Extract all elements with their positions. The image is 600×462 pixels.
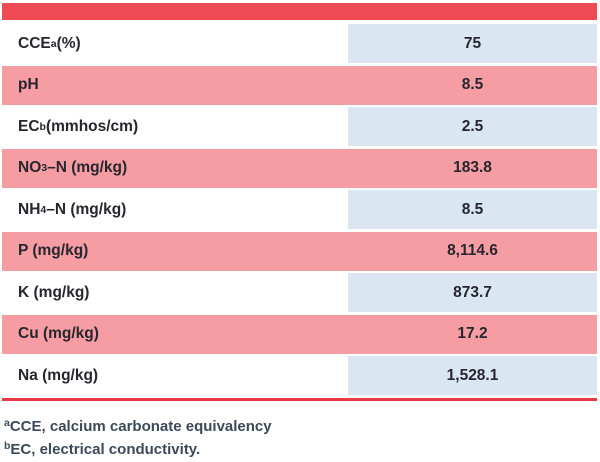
table-row-cu: Cu (mg/kg) 17.2 — [2, 314, 597, 354]
table-row-ec: EC b (mmhos/cm) 2.5 — [2, 107, 597, 146]
row-label: P (mg/kg) — [2, 232, 348, 271]
row-value: 17.2 — [457, 325, 488, 342]
row-value: 8,114.6 — [447, 242, 498, 259]
footnote-ec: bEC, electrical conductivity. — [4, 438, 597, 461]
label-text: NO — [18, 159, 42, 176]
table-row-k: K (mg/kg) 873.7 — [2, 273, 597, 312]
label-text-suffix: –N (mg/kg) — [46, 200, 127, 218]
table-top-bar — [2, 3, 597, 20]
row-label: pH — [2, 66, 348, 105]
label-text: P (mg/kg) — [18, 242, 89, 259]
footnote-text: EC, electrical conductivity. — [10, 440, 201, 458]
footnote-text: CCE, calcium carbonate equivalency — [9, 417, 272, 435]
table-footnotes: aCCE, calcium carbonate equivalency bEC,… — [4, 415, 597, 462]
footnote-cce: aCCE, calcium carbonate equivalency — [4, 415, 597, 438]
label-text: K (mg/kg) — [18, 283, 90, 301]
label-text: EC — [18, 117, 40, 135]
label-text-suffix: (%) — [56, 34, 81, 52]
label-text-suffix: (mmhos/cm) — [45, 117, 139, 135]
label-text: CCE — [18, 34, 51, 52]
row-label: Cu (mg/kg) — [2, 315, 348, 354]
row-label: EC b (mmhos/cm) — [18, 117, 139, 135]
table-row-p: P (mg/kg) 8,114.6 — [2, 231, 597, 271]
row-label: NH 4 –N (mg/kg) — [18, 200, 127, 218]
row-label: CCE a (%) — [18, 34, 81, 52]
label-text-suffix: –N (mg/kg) — [47, 159, 128, 176]
row-value: 2.5 — [348, 107, 597, 146]
label-text: NH — [18, 200, 41, 218]
footnote-superscript: a — [4, 416, 10, 429]
row-value: 183.8 — [453, 159, 492, 176]
row-value: 8.5 — [461, 76, 484, 93]
table-row-na: Na (mg/kg) 1,528.1 — [2, 356, 597, 395]
table-row-no3n: NO 3 –N (mg/kg) 183.8 — [2, 148, 597, 188]
label-text: Cu (mg/kg) — [18, 325, 99, 342]
row-label: K (mg/kg) — [2, 273, 348, 312]
table-bottom-rule — [2, 397, 597, 401]
row-value: 8.5 — [348, 190, 597, 229]
row-label: NO 3 –N (mg/kg) — [18, 159, 128, 176]
label-text: Na (mg/kg) — [18, 366, 99, 384]
footnote-superscript: b — [4, 439, 11, 452]
row-value: 1,528.1 — [348, 356, 597, 395]
label-text: pH — [18, 76, 39, 93]
row-label: Na (mg/kg) — [2, 356, 348, 395]
row-value: 873.7 — [348, 273, 597, 312]
analysis-table: CCE a (%) 75 pH 8.5 EC b (mmhos/cm) 2.5 NO… — [2, 24, 597, 395]
table-row-cce: CCE a (%) 75 — [2, 24, 597, 63]
row-value: 75 — [348, 24, 597, 63]
table-row-nh4n: NH 4 –N (mg/kg) 8.5 — [2, 190, 597, 229]
table-row-ph: pH 8.5 — [2, 65, 597, 105]
